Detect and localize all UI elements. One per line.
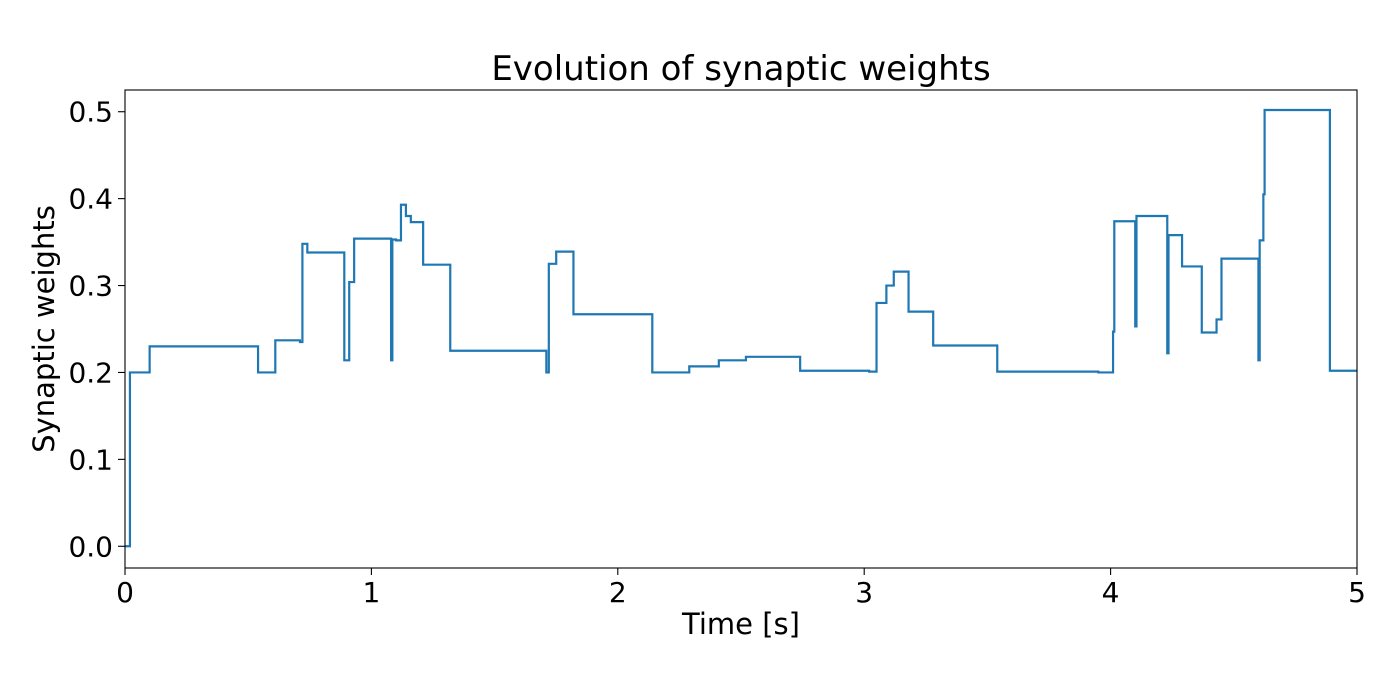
y-tick-label: 0.3	[68, 270, 113, 303]
y-tick-label: 0.5	[68, 96, 113, 129]
plot-area: 0 1 2 3 4 5 0.0 0.1 0.2 0.3 0.4 0.5	[68, 89, 1366, 609]
y-tick-label: 0.2	[68, 356, 113, 389]
x-tick-label: 5	[1348, 576, 1366, 609]
x-tick-label: 2	[609, 576, 627, 609]
axes-frame	[124, 89, 1358, 569]
x-axis-label: Time [s]	[681, 607, 800, 641]
series-line	[125, 108, 1357, 548]
y-tick-label: 0.0	[68, 530, 113, 563]
x-tick-label: 3	[855, 576, 873, 609]
y-axis-label: Synaptic weights	[27, 205, 61, 453]
x-tick-label: 4	[1102, 576, 1120, 609]
x-tick-label: 0	[116, 576, 134, 609]
y-tick-label: 0.4	[68, 183, 113, 216]
x-tick-label: 1	[362, 576, 380, 609]
y-tick-label: 0.1	[68, 443, 113, 476]
chart-title: Evolution of synaptic weights	[491, 49, 990, 89]
